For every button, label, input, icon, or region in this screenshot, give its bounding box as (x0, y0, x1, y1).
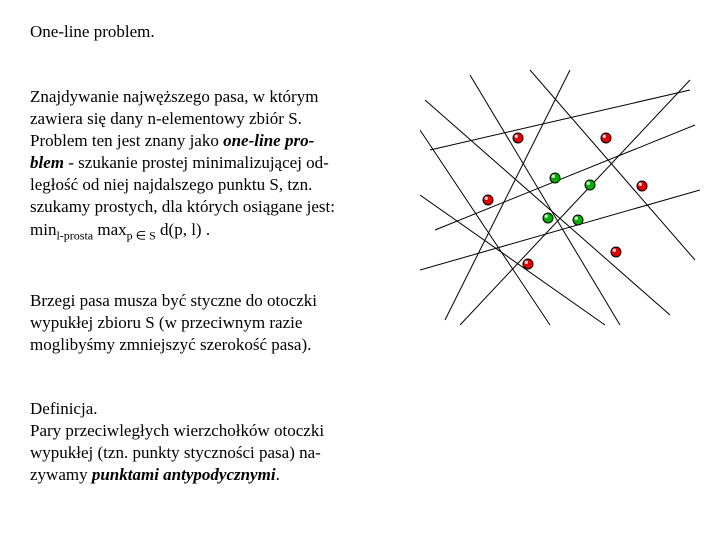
hull-point (601, 133, 611, 143)
text: ległość od niej najdalszego punktu S, tz… (30, 175, 312, 194)
inner-point (573, 215, 583, 225)
hull-point (611, 247, 621, 257)
text: moglibyśmy zmniejszyć szerokość pasa). (30, 335, 311, 354)
text: Znajdywanie najwęższego pasa, w którym (30, 87, 318, 106)
hull-point (513, 133, 523, 143)
text: max (93, 220, 127, 239)
hull-point (523, 259, 533, 269)
figure-convex-hull (420, 70, 700, 330)
figure-line (430, 90, 690, 150)
paragraph-1: Znajdywanie najwęższego pasa, w którym z… (30, 86, 390, 244)
figure-lines-group (420, 70, 700, 325)
inner-point (543, 213, 553, 223)
paragraph-3: Definicja. Pary przeciwległych wierzchoł… (30, 398, 390, 486)
text: Pary przeciwległych wierzchołków otoczki (30, 421, 324, 440)
text: Brzegi pasa musza być styczne do otoczki (30, 291, 317, 310)
figure-line (420, 190, 700, 270)
figure-svg (420, 70, 700, 330)
text: d(p, l) . (156, 220, 210, 239)
hull-point (637, 181, 647, 191)
inner-point (585, 180, 595, 190)
term-antipodal-points: punktami antypodycznymi (92, 465, 276, 484)
hull-point (483, 195, 493, 205)
text: zywamy (30, 465, 92, 484)
subscript: l-prosta (56, 228, 93, 242)
page: One-line problem. Znajdywanie najwęższeg… (0, 0, 720, 540)
text: zawiera się dany n-elementowy zbiór S. (30, 109, 302, 128)
text: Problem ten jest znany jako (30, 131, 223, 150)
text: min (30, 220, 56, 239)
term-one-line-problem: one-line pro- (223, 131, 314, 150)
text: . (276, 465, 280, 484)
figure-line (420, 130, 550, 325)
inner-point (550, 173, 560, 183)
subscript: p ∈ S (127, 228, 156, 242)
figure-line (435, 125, 695, 230)
figure-line (425, 100, 670, 315)
text: Definicja. (30, 399, 98, 418)
figure-line (420, 195, 605, 325)
text: szukamy prostych, dla których osiągane j… (30, 197, 335, 216)
page-title: One-line problem. (30, 22, 155, 42)
text: wypukłej zbioru S (w przeciwnym razie (30, 313, 302, 332)
term-one-line-problem-cont: blem (30, 153, 64, 172)
paragraph-2: Brzegi pasa musza być styczne do otoczki… (30, 290, 390, 356)
text: - szukanie prostej minimalizującej od- (64, 153, 329, 172)
text: wypukłej (tzn. punkty styczności pasa) n… (30, 443, 321, 462)
formula: minl-prosta maxp ∈ S d(p, l) . (30, 220, 210, 239)
